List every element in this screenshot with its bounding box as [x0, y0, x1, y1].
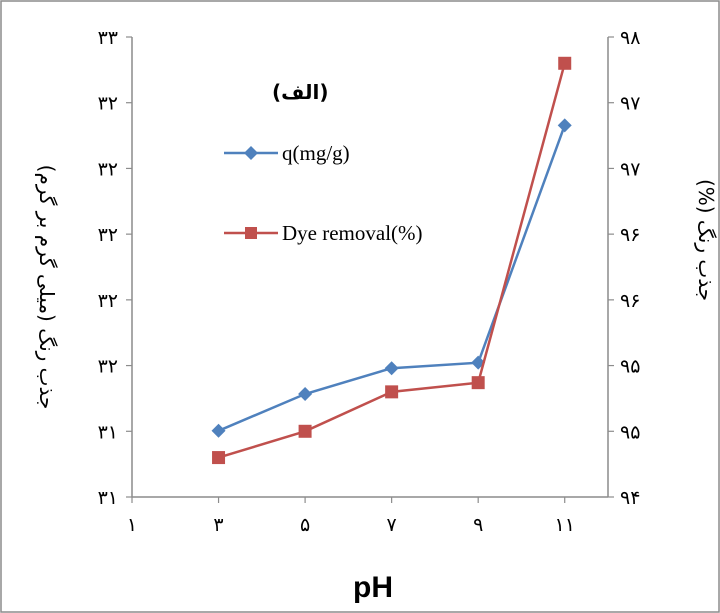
data-point-dye-removal: [212, 451, 226, 465]
y-axis-title-left: جذب رنگ (میلی گرم بر گرم): [35, 165, 59, 410]
y-ticks-right: ۹۴ ۹۵ ۹۵ ۹۶ ۹۶ ۹۷ ۹۷ ۹۸: [608, 27, 640, 509]
y-tick-label-left: ۳۲: [98, 356, 118, 378]
y-ticks-left: ۳۱ ۳۱ ۳۲ ۳۲ ۳۲ ۳۲ ۳۲ ۳۳: [98, 27, 132, 509]
legend-label-dye-removal: Dye removal(%): [282, 221, 423, 245]
data-point-dye-removal: [558, 56, 572, 70]
data-point-dye-removal: [298, 424, 312, 438]
y-tick-label-left: ۳۲: [98, 224, 118, 246]
legend-marker-q: [244, 146, 258, 160]
data-point-q: [557, 118, 572, 133]
x-axis-title: pH: [353, 571, 393, 604]
y-tick-label-left: ۳۱: [98, 421, 118, 443]
y-tick-label-left: ۳۱: [98, 487, 118, 509]
data-point-dye-removal: [471, 376, 485, 390]
x-tick-label: ۱: [127, 514, 137, 536]
axes: [131, 37, 609, 498]
panel-label: (الف): [272, 80, 328, 104]
y-tick-label-right: ۹۷: [620, 158, 640, 180]
y-tick-label-left: ۳۳: [98, 27, 118, 49]
data-point-q: [384, 361, 399, 376]
series-layer: [211, 56, 572, 465]
legend-item-q: q(mg/g): [224, 141, 350, 165]
y-axis-title-right: جذب رنگ (%): [694, 179, 718, 301]
x-tick-label: ۳: [213, 514, 223, 536]
y-tick-label-right: ۹۴: [620, 487, 640, 509]
y-tick-label-right: ۹۶: [620, 290, 640, 312]
y-tick-label-right: ۹۵: [620, 356, 640, 378]
data-point-dye-removal: [385, 385, 399, 399]
y-tick-label-right: ۹۵: [620, 421, 640, 443]
x-ticks: ۱ ۳ ۵ ۷ ۹ ۱۱: [127, 497, 575, 536]
legend-marker-dye-removal: [245, 227, 257, 239]
data-point-q: [298, 386, 313, 401]
x-tick-label: ۹: [473, 514, 483, 536]
legend: q(mg/g) Dye removal(%): [224, 141, 423, 245]
y-tick-label-right: ۹۷: [620, 93, 640, 115]
data-point-q: [211, 423, 226, 438]
y-tick-label-right: ۹۸: [620, 27, 640, 49]
y-tick-label-left: ۳۲: [98, 158, 118, 180]
y-tick-label-left: ۳۲: [98, 93, 118, 115]
y-tick-label-right: ۹۶: [620, 224, 640, 246]
legend-item-dye-removal: Dye removal(%): [224, 221, 423, 245]
x-tick-label: ۱۱: [555, 514, 575, 536]
x-tick-label: ۷: [387, 514, 397, 536]
y-tick-label-left: ۳۲: [98, 290, 118, 312]
x-tick-label: ۵: [300, 514, 310, 536]
legend-label-q: q(mg/g): [282, 141, 350, 165]
